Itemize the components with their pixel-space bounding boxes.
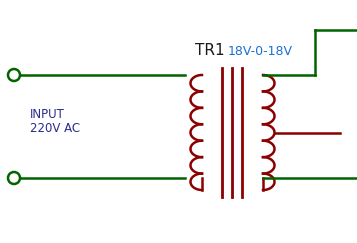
- Text: INPUT: INPUT: [30, 108, 65, 121]
- Text: 220V AC: 220V AC: [30, 122, 80, 135]
- Text: 18V-0-18V: 18V-0-18V: [228, 45, 293, 58]
- Text: TR1: TR1: [195, 43, 225, 58]
